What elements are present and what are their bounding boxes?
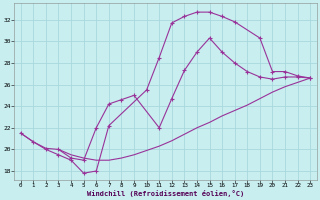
X-axis label: Windchill (Refroidissement éolien,°C): Windchill (Refroidissement éolien,°C) xyxy=(87,190,244,197)
